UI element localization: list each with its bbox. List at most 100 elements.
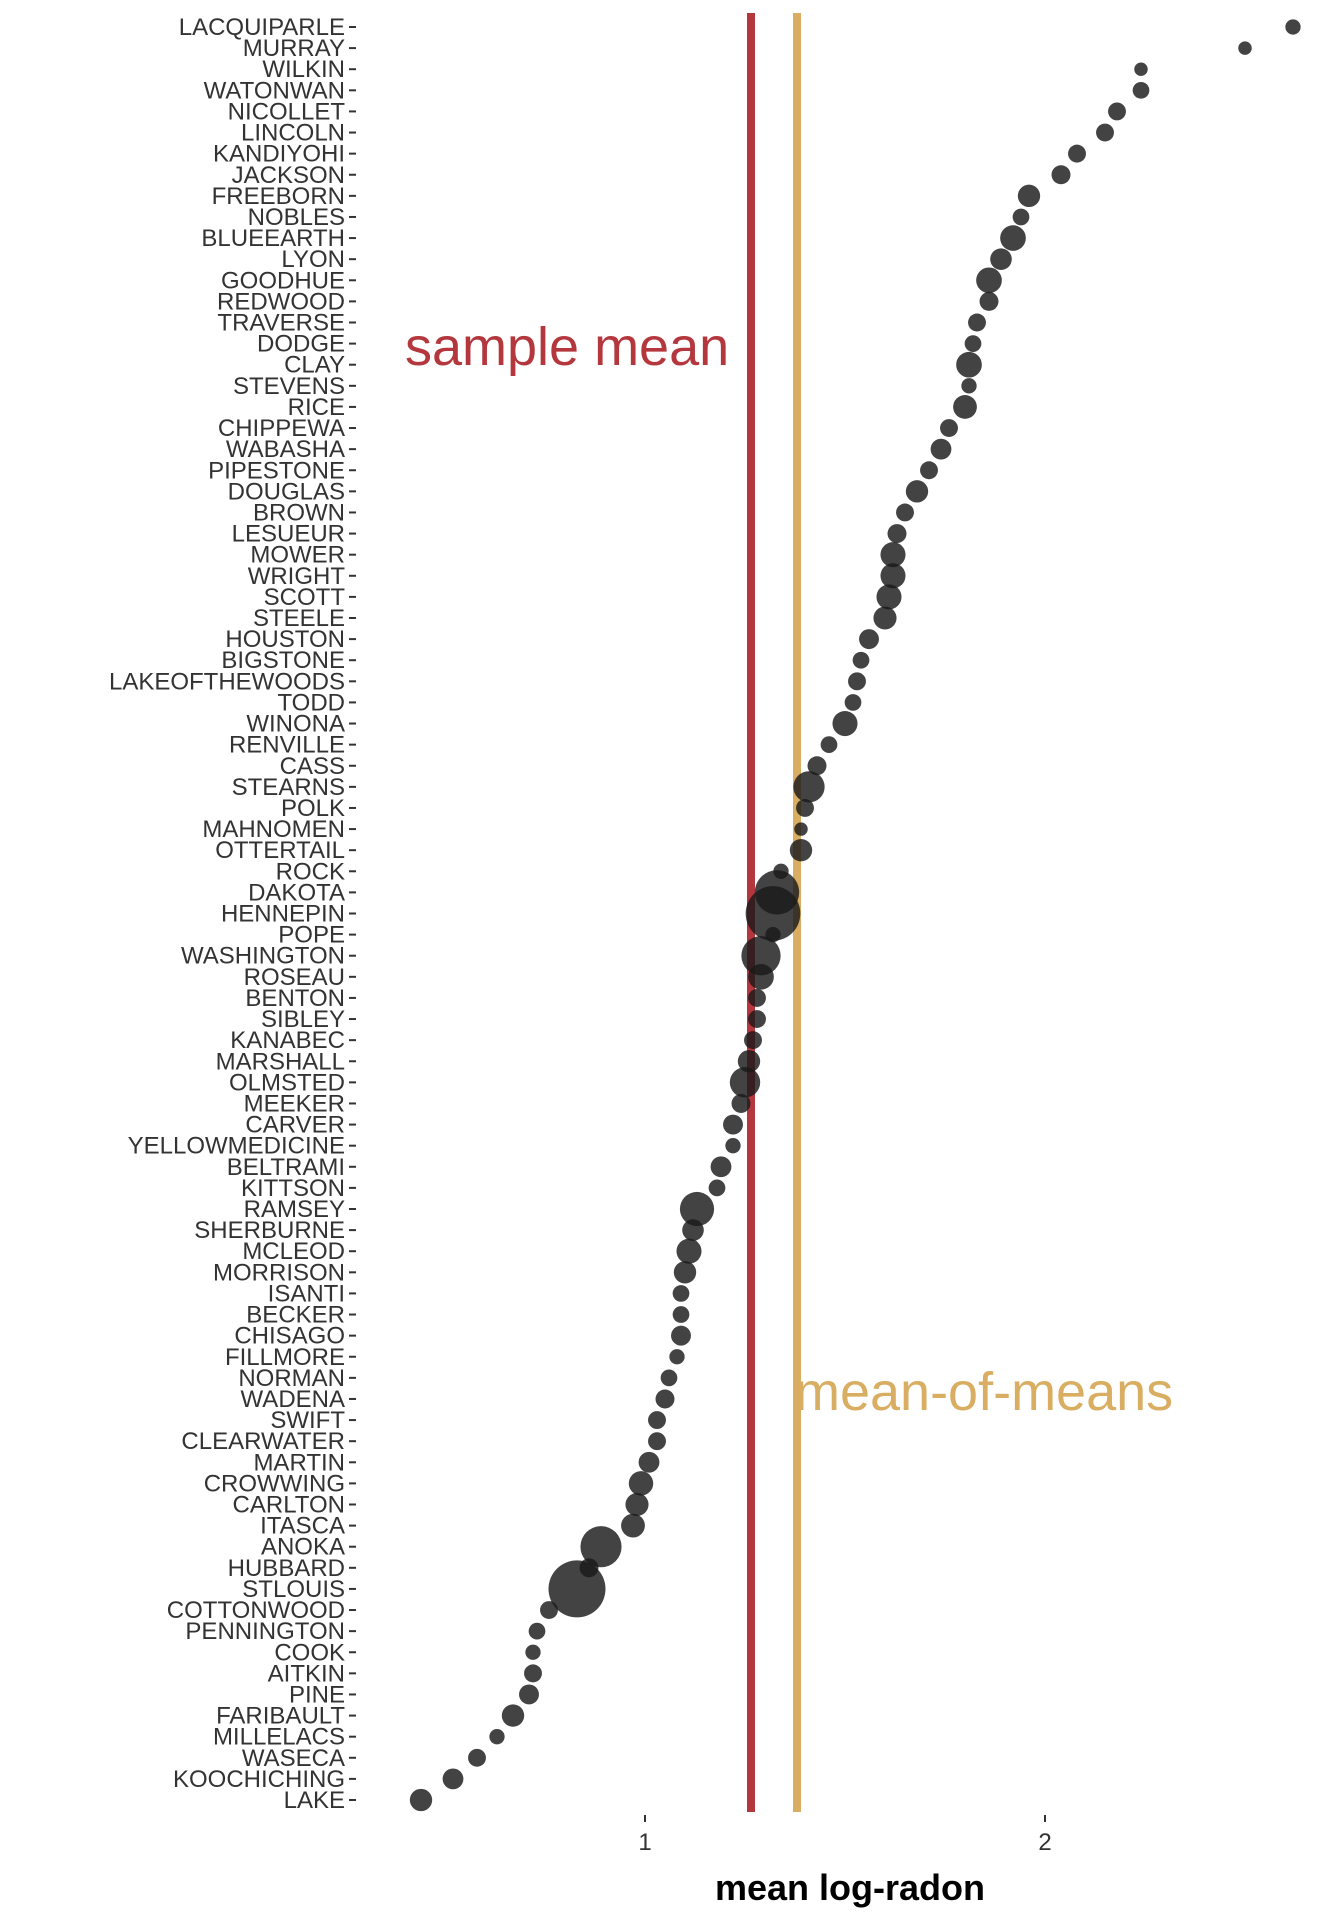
y-tick-label: GOODHUE [221,267,345,294]
y-tick-label: MARTIN [253,1449,345,1476]
data-point [655,1389,675,1409]
data-point [887,524,907,544]
x-tick-label: 2 [1038,1829,1051,1856]
y-tick-label: WILKIN [262,56,345,83]
y-tick-label: CASS [280,753,345,780]
y-tick-label: BLUEEARTH [201,225,345,252]
y-tick-label: MORRISON [213,1259,345,1286]
data-point [1017,184,1041,208]
data-point [673,1261,697,1284]
y-tick-label: HUBBARD [228,1555,345,1582]
sample-mean-label: sample mean [405,317,729,377]
y-tick-label: PENNINGTON [185,1618,345,1645]
data-point [725,1138,741,1154]
y-tick-label: BROWN [253,499,345,526]
y-tick-label: LINCOLN [241,120,345,147]
data-point [525,1644,541,1660]
data-point [961,378,977,394]
y-tick-label: RAMSEY [244,1196,345,1223]
data-point [548,1560,606,1618]
y-tick-label: MURRAY [243,35,345,62]
x-axis-title: mean log-radon [715,1867,985,1908]
data-point [848,672,866,691]
data-point [956,351,982,378]
data-point [1051,165,1071,185]
y-tick-label: CROWWING [204,1470,345,1497]
y-tick-label: WATONWAN [204,77,345,104]
data-point [844,694,862,711]
data-point [794,822,808,836]
data-point [723,1114,743,1135]
y-tick-label: MOWER [250,542,345,569]
data-point [976,267,1002,294]
y-tick-label: WASHINGTON [181,943,345,970]
data-point [744,1031,762,1050]
y-tick-label: KANDIYOHI [213,141,345,168]
data-point [748,1010,766,1028]
y-tick-label: MCLEOD [242,1238,345,1265]
y-tick-label: HOUSTON [225,626,345,653]
y-tick-label: WADENA [241,1386,345,1413]
y-tick-label: MEEKER [244,1090,345,1117]
y-tick-label: POPE [278,922,345,949]
data-point [820,736,838,754]
y-tick-label: CARVER [245,1112,345,1139]
data-point [1238,41,1252,55]
data-point [621,1513,645,1538]
data-point [1012,208,1030,226]
y-tick-label: KOOCHICHING [173,1766,345,1793]
y-tick-label: SHERBURNE [194,1217,345,1244]
y-tick-label: WINONA [246,711,345,738]
data-point [628,1471,654,1496]
y-tick-label: OLMSTED [229,1069,345,1096]
y-tick-label: ITASCA [260,1513,345,1540]
data-point [880,563,906,589]
y-tick-label: LESUEUR [232,521,345,548]
data-point [940,419,958,437]
data-point [905,480,929,503]
data-point [682,1219,704,1241]
data-point [1108,102,1126,121]
y-tick-label: ROCK [276,858,345,885]
y-tick-label: PIPESTONE [208,457,345,484]
data-point [442,1768,464,1790]
data-point [896,503,914,522]
data-point [964,335,982,352]
data-point [990,248,1012,270]
annotations: sample mean mean-of-means [405,317,1173,1422]
mean-of-means-label: mean-of-means [795,1362,1173,1422]
y-tick-label: WASECA [242,1745,345,1772]
data-point [1096,123,1114,142]
y-tick-label: FREEBORN [212,183,345,210]
y-tick-label: STLOUIS [242,1576,345,1603]
y-tick-label: CHIPPEWA [218,415,345,442]
data-point [669,1349,685,1365]
y-tick-label: CLEARWATER [181,1428,345,1455]
data-point [524,1664,542,1683]
y-tick-label: BELTRAMI [227,1154,345,1181]
data-point [671,1325,691,1346]
y-tick-label: FARIBAULT [216,1703,345,1730]
y-tick-label: DOUGLAS [228,478,345,505]
data-point [748,988,766,1007]
data-point [920,461,938,480]
data-point [745,886,801,941]
y-tick-label: SWIFT [270,1407,345,1434]
y-tick-label: WABASHA [226,436,345,463]
y-tick-label: SCOTT [264,584,346,611]
y-tick-label: COOK [274,1639,345,1666]
y-tick-label: BIGSTONE [221,647,345,674]
y-tick-label: ISANTI [268,1280,345,1307]
y-tick-label: MILLELACS [213,1724,345,1751]
x-tick-label: 1 [638,1829,651,1856]
y-tick-label: CHISAGO [234,1323,345,1350]
y-tick-label: TODD [277,689,345,716]
data-point [859,629,879,650]
data-point [737,1050,761,1073]
y-tick-label: YELLOWMEDICINE [128,1133,345,1160]
y-tick-label: FILLMORE [225,1344,345,1371]
data-point [807,756,827,776]
data-point [979,291,999,311]
data-point [880,542,906,568]
data-point [489,1729,505,1745]
